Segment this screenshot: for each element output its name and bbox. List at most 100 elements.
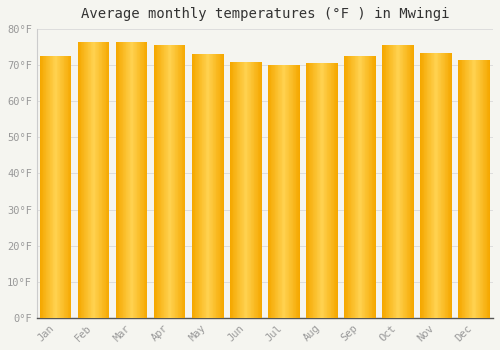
Bar <box>458 60 460 318</box>
Bar <box>182 45 183 318</box>
Bar <box>116 42 117 318</box>
Bar <box>254 62 256 318</box>
Bar <box>288 65 290 318</box>
Bar <box>106 42 107 318</box>
Bar <box>468 60 469 318</box>
Bar <box>194 54 196 318</box>
Bar <box>162 45 163 318</box>
Bar <box>475 60 476 318</box>
Bar <box>405 45 406 318</box>
Bar <box>192 54 193 318</box>
Bar <box>463 60 464 318</box>
Bar <box>239 62 240 318</box>
Bar <box>100 42 101 318</box>
Bar <box>437 52 438 318</box>
Bar <box>220 54 221 318</box>
Bar <box>93 42 94 318</box>
Bar <box>383 45 384 318</box>
Bar <box>336 63 337 318</box>
Bar <box>170 45 172 318</box>
Bar <box>90 42 92 318</box>
Bar <box>396 45 397 318</box>
Bar <box>160 45 162 318</box>
Bar <box>363 56 364 318</box>
Bar <box>127 42 128 318</box>
Bar <box>102 42 103 318</box>
Bar <box>311 63 312 318</box>
Bar <box>196 54 197 318</box>
Bar <box>472 60 474 318</box>
Bar <box>179 45 180 318</box>
Bar <box>439 52 440 318</box>
Bar <box>130 42 131 318</box>
Bar <box>402 45 404 318</box>
Bar <box>80 42 82 318</box>
Bar <box>89 42 90 318</box>
Bar <box>159 45 160 318</box>
Bar <box>124 42 125 318</box>
Bar <box>421 52 422 318</box>
Bar <box>410 45 412 318</box>
Bar <box>134 42 135 318</box>
Bar <box>208 54 210 318</box>
Bar <box>98 42 100 318</box>
Bar <box>94 42 96 318</box>
Bar <box>107 42 108 318</box>
Bar <box>440 52 442 318</box>
Bar <box>412 45 413 318</box>
Bar <box>352 56 353 318</box>
Bar <box>322 63 323 318</box>
Bar <box>183 45 184 318</box>
Bar <box>236 62 238 318</box>
Bar <box>230 62 231 318</box>
Bar <box>476 60 477 318</box>
Bar <box>42 56 43 318</box>
Bar <box>357 56 358 318</box>
Bar <box>87 42 88 318</box>
Bar <box>250 62 252 318</box>
Bar <box>259 62 260 318</box>
Bar <box>325 63 326 318</box>
Bar <box>292 65 294 318</box>
Bar <box>350 56 352 318</box>
Bar <box>210 54 211 318</box>
Bar <box>69 56 70 318</box>
Bar <box>481 60 482 318</box>
Bar <box>65 56 66 318</box>
Bar <box>143 42 144 318</box>
Bar <box>382 45 383 318</box>
Bar <box>117 42 118 318</box>
Bar <box>51 56 52 318</box>
Bar <box>120 42 121 318</box>
Bar <box>49 56 50 318</box>
Bar <box>308 63 310 318</box>
Bar <box>446 52 447 318</box>
Bar <box>121 42 122 318</box>
Bar <box>384 45 385 318</box>
Bar <box>373 56 374 318</box>
Bar <box>108 42 110 318</box>
Bar <box>424 52 425 318</box>
Bar <box>296 65 297 318</box>
Bar <box>68 56 69 318</box>
Bar <box>218 54 219 318</box>
Bar <box>290 65 291 318</box>
Bar <box>154 45 155 318</box>
Bar <box>404 45 405 318</box>
Bar <box>165 45 166 318</box>
Bar <box>372 56 373 318</box>
Bar <box>269 65 270 318</box>
Bar <box>141 42 142 318</box>
Bar <box>450 52 451 318</box>
Bar <box>391 45 392 318</box>
Bar <box>459 60 460 318</box>
Bar <box>310 63 311 318</box>
Bar <box>202 54 203 318</box>
Bar <box>146 42 148 318</box>
Bar <box>216 54 218 318</box>
Bar <box>306 63 307 318</box>
Bar <box>359 56 360 318</box>
Bar <box>283 65 284 318</box>
Bar <box>488 60 489 318</box>
Bar <box>211 54 212 318</box>
